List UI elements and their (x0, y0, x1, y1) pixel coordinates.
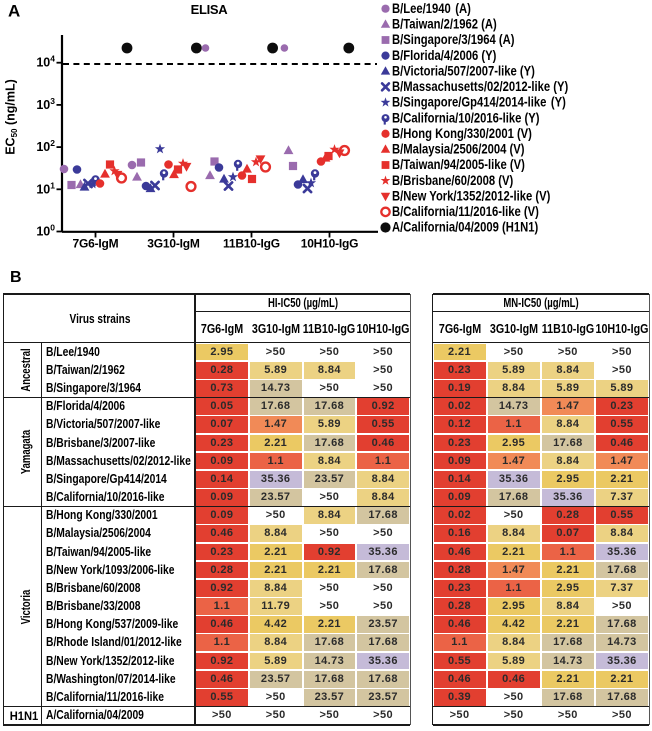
svg-text:B/Victoria/507/2007-like (Y): B/Victoria/507/2007-like (Y) (392, 63, 535, 78)
svg-text:103: 103 (36, 96, 55, 112)
svg-text:B/Singapore/3/1964 (A): B/Singapore/3/1964 (A) (392, 32, 514, 47)
svg-text:B/Massachusetts/02/2012-like (: B/Massachusetts/02/2012-like (Y) (392, 79, 568, 94)
svg-text:A/California/04/2009 (H1N1): A/California/04/2009 (H1N1) (392, 220, 538, 235)
svg-text:A: A (8, 2, 20, 21)
svg-text:3G10-IgM: 3G10-IgM (147, 237, 200, 251)
svg-text:7G6-IgM: 7G6-IgM (73, 237, 119, 251)
svg-text:B/Singapore/Gp414/2014-like (: B/Singapore/Gp414/2014-like (Y) (392, 95, 566, 110)
svg-text:B/California/10/2016-like (Y): B/California/10/2016-like (Y) (392, 110, 539, 125)
svg-text:B/California/11/2016-like (V): B/California/11/2016-like (V) (392, 204, 539, 219)
svg-text:EC50 (ng/mL): EC50 (ng/mL) (4, 79, 20, 155)
svg-text:102: 102 (36, 138, 55, 154)
svg-text:104: 104 (36, 54, 55, 70)
svg-text:101: 101 (36, 180, 55, 196)
svg-text:B/Taiwan/2/1962 (A): B/Taiwan/2/1962 (A) (392, 17, 497, 32)
svg-text:11B10-IgG: 11B10-IgG (223, 237, 280, 251)
svg-text:B/Taiwan/94/2005-like (V): B/Taiwan/94/2005-like (V) (392, 157, 525, 172)
svg-text:10H10-IgG: 10H10-IgG (301, 237, 359, 251)
svg-text:ELISA: ELISA (191, 2, 229, 17)
svg-text:B/Malaysia/2506/2004 (V): B/Malaysia/2506/2004 (V) (392, 142, 525, 157)
svg-text:B/New York/1352/2012-like (V): B/New York/1352/2012-like (V) (392, 189, 550, 204)
svg-text:100: 100 (36, 223, 55, 239)
svg-text:B/Brisbane/60/2008 (V): B/Brisbane/60/2008 (V) (392, 173, 513, 188)
svg-text:B/Lee/1940 (A): B/Lee/1940 (A) (392, 1, 471, 16)
svg-text:B/Hong Kong/330/2001 (V): B/Hong Kong/330/2001 (V) (392, 126, 532, 141)
svg-text:B/Florida/4/2006 (Y): B/Florida/4/2006 (Y) (392, 48, 496, 63)
